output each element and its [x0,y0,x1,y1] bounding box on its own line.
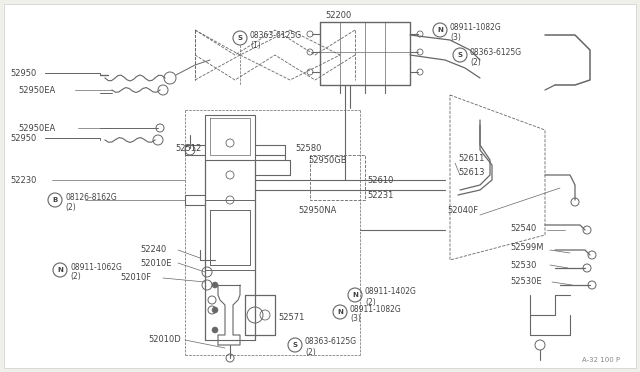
Text: 52010F: 52010F [120,273,151,282]
Text: S: S [458,52,463,58]
Text: N: N [437,27,443,33]
Text: 52950EA: 52950EA [18,86,55,94]
Text: 08911-1402G: 08911-1402G [365,288,417,296]
Text: 52530: 52530 [510,260,536,269]
Circle shape [212,282,218,288]
Text: 08126-8162G: 08126-8162G [65,192,116,202]
Text: N: N [352,292,358,298]
Text: 52010D: 52010D [148,336,180,344]
Text: 52950EA: 52950EA [18,124,55,132]
Text: (3): (3) [350,314,361,324]
Text: 08911-1082G: 08911-1082G [450,22,502,32]
Text: 52950: 52950 [10,134,36,142]
Text: 52240: 52240 [140,246,166,254]
Text: 52200: 52200 [325,10,351,19]
Text: S: S [292,342,298,348]
Text: (2): (2) [305,347,316,356]
Text: (3): (3) [450,32,461,42]
Text: 52580: 52580 [295,144,321,153]
Text: 52599M: 52599M [510,244,543,253]
Text: 52512: 52512 [175,144,201,153]
Circle shape [212,327,218,333]
Text: N: N [57,267,63,273]
Text: 52950GB: 52950GB [308,155,347,164]
Text: 08911-1062G: 08911-1062G [70,263,122,272]
Text: 52231: 52231 [367,190,394,199]
Text: 52950: 52950 [10,68,36,77]
Text: S: S [237,35,243,41]
Text: 52040F: 52040F [447,205,478,215]
Text: (1): (1) [250,41,260,49]
Text: B: B [52,197,58,203]
Circle shape [212,307,218,313]
Text: 52230: 52230 [10,176,36,185]
Text: 52950NA: 52950NA [298,205,337,215]
Text: (2): (2) [470,58,481,67]
Text: 08363-6125G: 08363-6125G [305,337,357,346]
Text: 52613: 52613 [458,167,484,176]
Text: (2): (2) [365,298,376,307]
Text: 52540: 52540 [510,224,536,232]
Text: A-32 100 P: A-32 100 P [582,357,620,363]
Text: 52530E: 52530E [510,278,541,286]
Text: 08363-6125G: 08363-6125G [470,48,522,57]
Text: 08363-6125G: 08363-6125G [250,31,302,39]
FancyBboxPatch shape [4,4,636,368]
Text: (2): (2) [65,202,76,212]
Text: 52610: 52610 [367,176,394,185]
Text: 52611: 52611 [458,154,484,163]
Text: 52571: 52571 [278,314,305,323]
Text: N: N [337,309,343,315]
Text: (2): (2) [70,273,81,282]
Text: 08911-1082G: 08911-1082G [350,305,402,314]
Text: 52010E: 52010E [140,259,172,267]
